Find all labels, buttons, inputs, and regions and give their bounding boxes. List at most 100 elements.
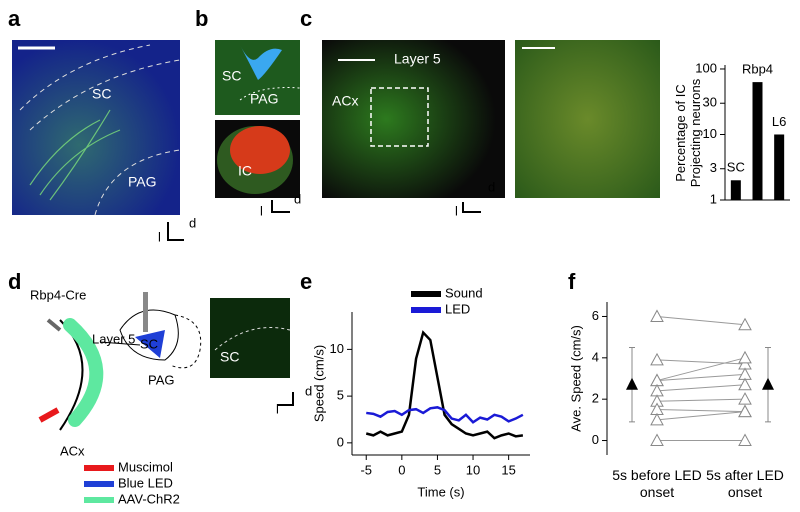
y-tick-label: 1 bbox=[710, 191, 717, 206]
subject-point bbox=[738, 350, 752, 364]
axis-letter: d bbox=[488, 179, 495, 194]
region-outline bbox=[214, 327, 291, 351]
subject-point bbox=[738, 404, 752, 418]
subject-point bbox=[738, 433, 752, 447]
micrograph bbox=[515, 40, 660, 198]
orientation-axes bbox=[271, 200, 290, 213]
bar bbox=[730, 180, 741, 200]
y-axis-title: Ave. Speed (cm/s) bbox=[568, 325, 583, 432]
axis-letter: l bbox=[260, 203, 263, 218]
bar bbox=[752, 82, 763, 200]
panel-label: f bbox=[568, 269, 576, 294]
region-label: PAG bbox=[128, 174, 157, 190]
y-tick-label: 0 bbox=[592, 432, 599, 447]
syringe bbox=[46, 318, 62, 332]
zoom-box bbox=[370, 87, 429, 147]
orientation-axes bbox=[277, 392, 294, 406]
x-axis-title: Time (s) bbox=[417, 484, 464, 499]
fibers bbox=[29, 109, 121, 201]
subject-point bbox=[650, 309, 664, 322]
axis-letter: l bbox=[158, 229, 161, 244]
diagram-label: PAG bbox=[148, 372, 175, 387]
panel-label: e bbox=[300, 269, 312, 294]
legend-label: AAV-ChR2 bbox=[118, 491, 180, 506]
mean-point bbox=[762, 377, 774, 390]
region-label: SC bbox=[220, 349, 239, 365]
legend-label: Sound bbox=[445, 285, 483, 300]
diagram-label: ACx bbox=[60, 443, 85, 458]
series-line bbox=[365, 330, 524, 440]
subject-point bbox=[738, 317, 752, 331]
micrograph bbox=[12, 40, 180, 215]
bar-label: SC bbox=[727, 160, 745, 175]
region-label: SC bbox=[222, 68, 241, 84]
micrograph bbox=[322, 40, 505, 198]
pair-line bbox=[656, 357, 746, 382]
x-tick-label: 5 bbox=[434, 462, 441, 477]
orientation-axes bbox=[462, 202, 481, 213]
tissue bbox=[230, 126, 290, 174]
axis-letter: l bbox=[276, 401, 279, 416]
panel-label: c bbox=[300, 6, 312, 31]
y-tick-label: 10 bbox=[703, 126, 717, 141]
chr2-expression bbox=[63, 318, 104, 427]
axis-letter: d bbox=[294, 191, 301, 206]
diagram-label: Layer 5 bbox=[92, 331, 135, 346]
brain-outline bbox=[119, 309, 179, 361]
y-tick-label: 4 bbox=[592, 349, 599, 364]
pair-line bbox=[656, 315, 746, 326]
region-label: PAG bbox=[250, 91, 279, 107]
y-tick-label: 2 bbox=[592, 391, 599, 406]
led-light bbox=[135, 330, 165, 358]
y-tick-label: 6 bbox=[592, 308, 599, 323]
orientation-axes bbox=[167, 222, 184, 241]
x-tick-label: 0 bbox=[398, 462, 405, 477]
bar bbox=[774, 134, 785, 200]
pair-line bbox=[656, 409, 746, 413]
pair-line bbox=[656, 359, 746, 365]
mean-point bbox=[626, 377, 638, 390]
axis-letter: d bbox=[305, 383, 312, 398]
pair-line bbox=[656, 411, 746, 421]
y-tick-label: 100 bbox=[695, 60, 717, 75]
series-line bbox=[366, 406, 524, 424]
legend-label: LED bbox=[445, 301, 470, 316]
y-axis-title: Percentage of IC Projecting neurons bbox=[673, 78, 703, 187]
region-outline bbox=[19, 44, 181, 131]
x-tick-label: 10 bbox=[466, 462, 480, 477]
region-label: ACx bbox=[332, 93, 358, 109]
region-label: SC bbox=[92, 86, 111, 102]
legend-swatch bbox=[84, 497, 114, 503]
x-tick-label: -5 bbox=[360, 462, 372, 477]
axis-letter: l bbox=[455, 203, 458, 218]
region-label: Layer 5 bbox=[394, 51, 441, 67]
legend-swatch bbox=[84, 481, 114, 487]
y-tick-label: 5 bbox=[337, 388, 344, 403]
muscimol bbox=[38, 407, 60, 423]
legend-label: Blue LED bbox=[118, 475, 173, 490]
panel-label: a bbox=[8, 6, 21, 31]
region-outline bbox=[94, 149, 181, 216]
y-tick-label: 10 bbox=[330, 341, 344, 356]
diagram-label: SC bbox=[140, 336, 158, 351]
y-tick-label: 3 bbox=[710, 160, 717, 175]
y-tick-label: 30 bbox=[703, 95, 717, 110]
subject-point bbox=[650, 352, 664, 366]
y-tick-label: 0 bbox=[337, 434, 344, 449]
x-tick-label: 5s before LED onset bbox=[612, 467, 702, 500]
brain-outline bbox=[169, 314, 202, 369]
panel-label: d bbox=[8, 269, 21, 294]
bar-label: L6 bbox=[772, 114, 786, 129]
pair-line bbox=[656, 398, 746, 402]
panel-label: b bbox=[195, 6, 208, 31]
pair-line bbox=[656, 384, 746, 392]
x-tick-label: 15 bbox=[501, 462, 515, 477]
optic-fiber bbox=[143, 292, 148, 332]
legend-label: Muscimol bbox=[118, 459, 173, 474]
region-outline bbox=[239, 87, 301, 101]
diagram-title: Rbp4-Cre bbox=[30, 287, 86, 302]
micrograph bbox=[210, 298, 290, 378]
pair-line bbox=[656, 373, 746, 382]
subject-point bbox=[650, 412, 664, 426]
